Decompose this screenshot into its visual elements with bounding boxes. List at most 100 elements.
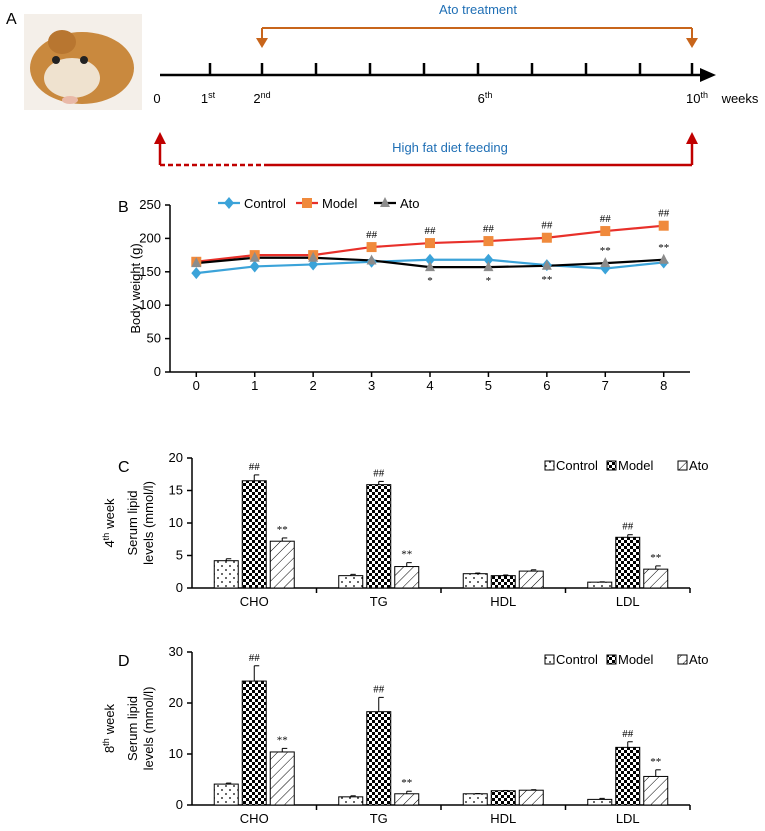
ordinal-number: 10 (686, 91, 700, 106)
bar (518, 570, 544, 589)
error-bar (627, 534, 633, 538)
marker (483, 261, 494, 272)
hamster-image (24, 14, 142, 110)
legend-swatch (544, 654, 555, 665)
marker (249, 260, 260, 273)
error-bar (599, 797, 605, 800)
legend-swatch (544, 460, 555, 471)
y-tick-label: 0 (154, 364, 161, 379)
week-label: 8th week (101, 703, 117, 753)
bar (462, 573, 488, 589)
bar (462, 793, 488, 806)
y-tick-label: 50 (147, 331, 161, 346)
marker (600, 226, 611, 237)
y-tick-label: 30 (169, 644, 183, 659)
significance-label: ** (600, 245, 611, 257)
bar (241, 480, 267, 589)
bar (394, 793, 420, 806)
significance-label: ** (650, 756, 661, 768)
hfd-label: High fat diet feeding (392, 140, 508, 155)
panel-letter: D (118, 653, 130, 670)
y-axis-label: levels (mmol/l) (141, 687, 156, 771)
legend-label: Control (556, 458, 598, 473)
ordinal-suffix: th (485, 90, 493, 100)
significance-label: ** (658, 242, 669, 254)
x-tick-label: 6 (543, 378, 550, 393)
ordinal-suffix: th (700, 90, 708, 100)
significance-label: ## (622, 728, 634, 740)
bar (518, 789, 544, 806)
y-axis-label: Serum lipid (125, 696, 140, 761)
ordinal-number: 1 (201, 91, 208, 106)
bar (615, 536, 641, 589)
x-tick-label: LDL (616, 811, 640, 826)
x-tick-label: 8 (660, 378, 667, 393)
bar (490, 575, 516, 589)
significance-label: ** (401, 777, 412, 789)
significance-label: ## (658, 208, 670, 220)
x-tick-label: TG (370, 811, 388, 826)
bar (269, 540, 295, 589)
marker (658, 253, 669, 264)
panel-letter: C (118, 459, 130, 476)
error-bar (350, 573, 356, 576)
significance-label: ## (541, 220, 553, 232)
unit-label: weeks (721, 91, 759, 106)
legend-swatch (606, 654, 617, 665)
significance-label: ## (366, 229, 378, 241)
marker (483, 253, 494, 266)
error-bar (530, 569, 537, 572)
error-bar (253, 665, 260, 682)
week-labels: 0 1st 2nd 6th 10th (153, 90, 708, 106)
significance-label: ## (249, 652, 261, 664)
timeline (160, 63, 716, 82)
legend-label: Model (618, 652, 654, 667)
ordinal-suffix: nd (261, 90, 271, 100)
error-bar (378, 480, 384, 485)
y-tick-label: 0 (176, 580, 183, 595)
x-tick-label: CHO (240, 594, 269, 609)
marker (249, 251, 260, 262)
legend-label: Ato (689, 652, 709, 667)
y-tick-label: 10 (169, 515, 183, 530)
bar (615, 746, 641, 806)
y-tick-label: 200 (139, 230, 161, 245)
significance-label: ## (249, 461, 261, 473)
legend-marker (380, 197, 390, 207)
week-word: week (102, 498, 117, 530)
legend-label: Ato (689, 458, 709, 473)
ordinal-number: 6 (478, 91, 485, 106)
error-bar (350, 795, 356, 797)
bar (269, 751, 295, 806)
error-bar (281, 537, 288, 542)
x-tick-label: 5 (485, 378, 492, 393)
marker (366, 254, 377, 265)
y-tick-label: 5 (176, 548, 183, 563)
significance-label: * (486, 275, 492, 287)
y-tick-label: 100 (139, 297, 161, 312)
y-tick-label: 250 (139, 197, 161, 212)
legend-marker (302, 198, 312, 208)
legend-label: Control (244, 196, 286, 211)
significance-label: ** (401, 549, 412, 561)
y-tick-label: 20 (169, 450, 183, 465)
y-axis-label: levels (mmol/l) (141, 481, 156, 565)
legend-swatch (606, 460, 617, 471)
marker (308, 251, 319, 262)
ato-label: Ato treatment (439, 2, 517, 17)
significance-label: ** (277, 734, 288, 746)
ordinal-number: 4 (102, 540, 117, 547)
y-tick-label: 15 (169, 483, 183, 498)
panel-letter: B (118, 199, 129, 216)
week-label: 6th (478, 90, 493, 106)
bar (643, 775, 669, 806)
marker (658, 220, 669, 231)
marker (541, 232, 552, 243)
week-label: 2nd (253, 90, 270, 106)
error-bar (655, 769, 661, 777)
significance-label: ** (277, 524, 288, 536)
week-label: 0 (153, 91, 160, 106)
marker (191, 267, 202, 280)
marker (600, 257, 611, 268)
marker (191, 257, 202, 268)
